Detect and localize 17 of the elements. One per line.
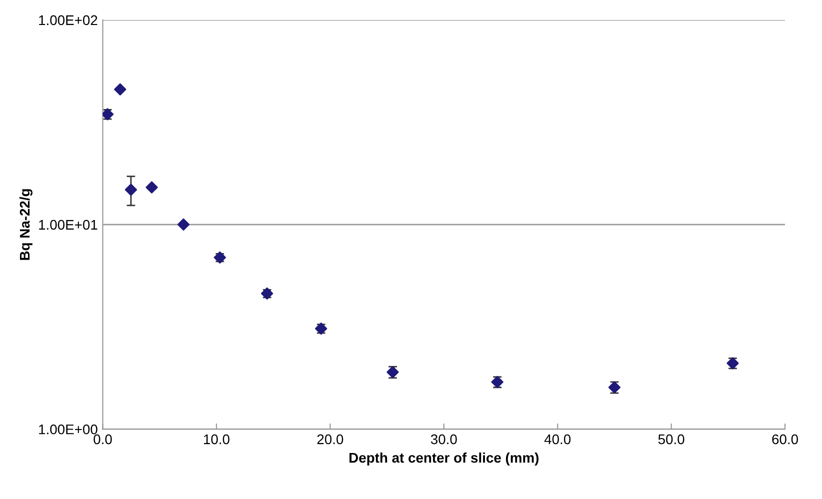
x-tick-label: 50.0 (658, 434, 684, 444)
x-axis-title: Depth at center of slice (mm) (350, 452, 539, 466)
y-tick-label: 1.00E+01 (39, 220, 98, 230)
point (124, 184, 138, 196)
x-tick-label: 20.0 (317, 434, 344, 444)
y-tick-label: 1.00E+02 (39, 15, 98, 26)
point (146, 181, 158, 194)
x-tick-label: 60.0 (772, 434, 798, 444)
x-tick-label: 10.0 (204, 434, 230, 444)
y-axis-title: Bq Na-22/g (19, 189, 32, 260)
point (177, 218, 190, 231)
y-tick-label: 1.00E+00 (39, 424, 98, 434)
x-tick-label: 30.0 (430, 434, 457, 444)
point (102, 108, 114, 120)
x-tick-label: 0.0 (94, 434, 112, 444)
x-tick-label: 40.0 (544, 434, 571, 444)
point (114, 83, 126, 96)
